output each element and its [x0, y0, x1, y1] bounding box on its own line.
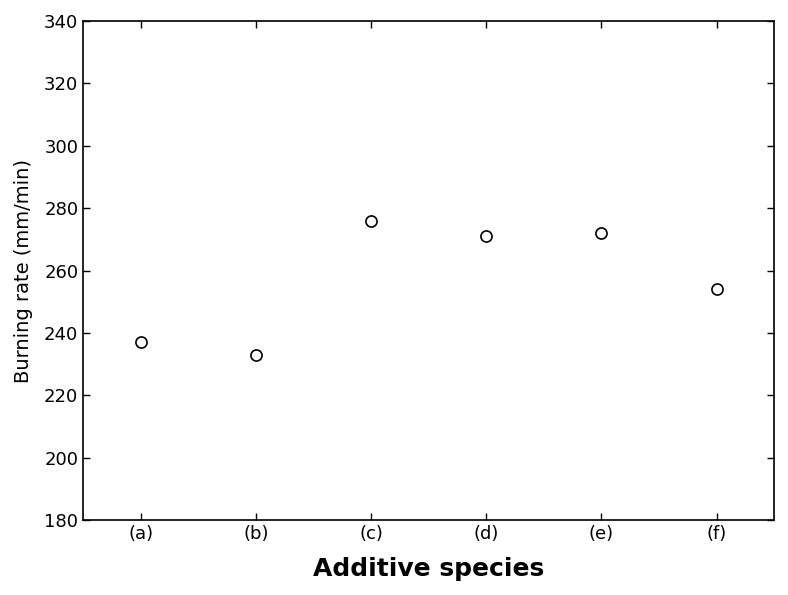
- X-axis label: Additive species: Additive species: [313, 557, 545, 581]
- Point: [135, 338, 147, 347]
- Y-axis label: Burning rate (mm/min): Burning rate (mm/min): [14, 159, 33, 383]
- Point: [250, 350, 262, 359]
- Point: [365, 216, 377, 226]
- Point: [595, 228, 608, 238]
- Point: [710, 284, 723, 294]
- Point: [480, 231, 492, 241]
